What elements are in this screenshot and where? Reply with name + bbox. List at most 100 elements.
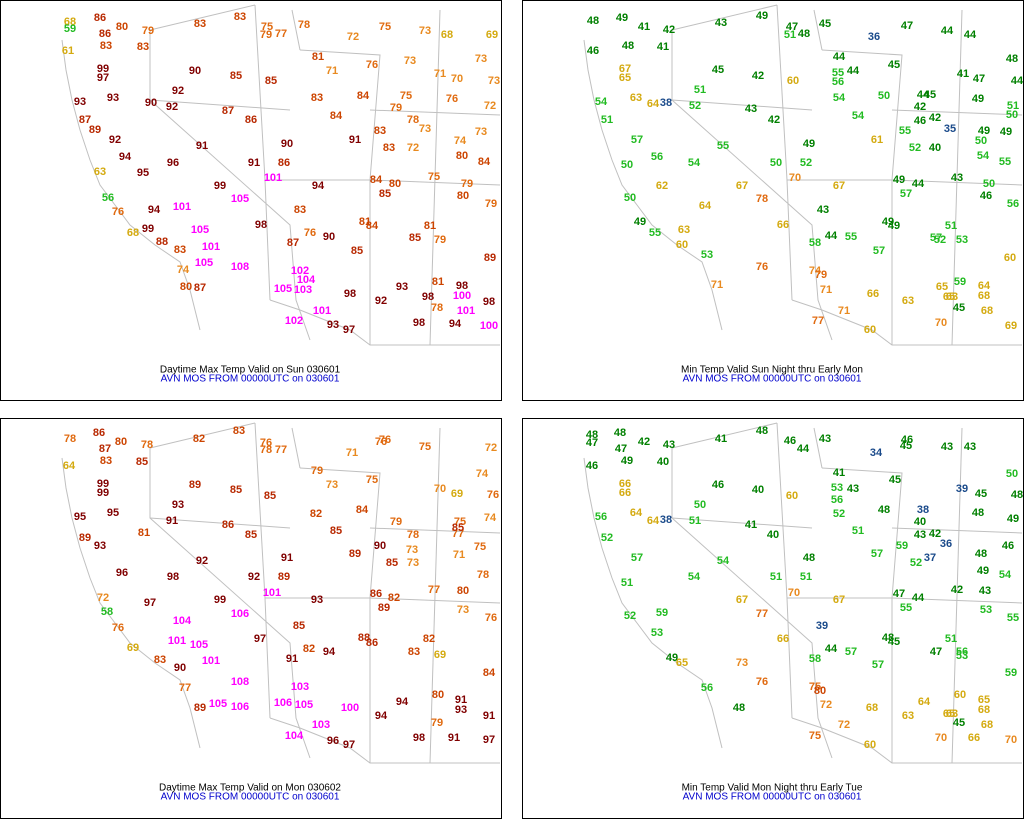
station-value: 84 [330,110,343,122]
map-title: Daytime Max Temp Valid on Mon 030602 [159,783,341,794]
station-value: 80 [116,21,128,33]
station-value: 48 [756,425,768,437]
station-value: 93 [74,96,86,108]
station-value: 64 [647,98,660,110]
station-value: 80 [115,436,127,448]
station-value: 68 [978,290,990,302]
station-value: 100 [480,320,498,332]
station-value: 41 [833,467,845,479]
station-value: 50 [624,192,636,204]
station-value: 78 [298,19,310,31]
station-value: 77 [756,608,768,620]
station-value: 72 [347,31,359,43]
station-value: 90 [323,231,335,243]
station-value: 48 [878,504,890,516]
station-value: 61 [62,45,74,57]
station-value: 98 [413,732,425,744]
station-value: 65 [936,281,948,293]
station-value: 49 [616,12,628,24]
station-value: 82 [310,508,322,520]
station-value: 94 [323,646,336,658]
station-value: 56 [1007,198,1019,210]
station-value: 50 [770,157,782,169]
station-value: 61 [871,134,883,146]
station-value: 85 [230,484,242,496]
station-value: 55 [832,67,844,79]
station-value: 83 [137,41,149,53]
station-value: 69 [486,29,498,41]
station-value: 52 [910,557,922,569]
station-value: 36 [940,538,952,550]
station-value: 71 [346,447,358,459]
state-border [299,49,381,181]
station-value: 100 [453,290,471,302]
station-value: 52 [909,142,921,154]
station-value: 39 [816,620,828,632]
station-value: 99 [97,478,109,490]
station-value: 76 [112,206,124,218]
station-value: 98 [344,288,356,300]
station-value: 73 [404,55,416,67]
station-value: 53 [831,482,843,494]
station-value: 51 [945,633,957,645]
station-value: 90 [189,65,201,77]
station-value: 83 [294,204,306,216]
station-value: 49 [634,216,646,228]
station-value: 101 [168,635,186,647]
station-value: 85 [293,620,305,632]
station-value: 46 [914,115,926,127]
station-value: 86 [222,519,234,531]
station-value: 59 [954,276,966,288]
state-border [813,9,823,51]
station-value: 99 [214,594,226,606]
station-value: 91 [286,653,298,665]
station-value: 64 [630,507,643,519]
station-value: 43 [914,529,926,541]
station-value: 73 [419,123,431,135]
state-border [891,109,1023,116]
station-value: 49 [882,216,894,228]
station-value: 40 [929,142,941,154]
state-border [671,448,833,759]
map-subtitle: AVN MOS FROM 00000UTC on 030601 [683,374,862,385]
station-value: 90 [374,540,386,552]
state-border [821,49,903,181]
station-value: 43 [847,483,859,495]
station-value: 75 [809,730,821,742]
station-value: 84 [366,220,379,232]
station-value: 57 [900,188,912,200]
station-value: 99 [214,180,226,192]
station-value: 70 [788,587,800,599]
station-value: 101 [264,172,282,184]
station-value: 102 [291,265,309,277]
station-value: 73 [419,25,431,37]
station-value: 94 [148,204,161,216]
station-value: 63 [946,291,958,303]
state-border [299,467,381,599]
station-value: 53 [956,234,968,246]
station-value: 54 [999,569,1012,581]
station-value: 66 [867,288,879,300]
station-value: 86 [94,12,106,24]
station-value: 77 [428,584,440,596]
station-value: 53 [651,627,663,639]
station-value: 71 [711,279,723,291]
station-value: 85 [264,490,276,502]
station-value: 75 [454,516,466,528]
station-value: 99 [97,63,109,75]
station-value: 78 [756,193,768,205]
station-value: 66 [968,732,980,744]
station-value: 78 [407,114,419,126]
station-value: 57 [871,548,883,560]
station-value: 101 [173,201,191,213]
station-value: 44 [797,443,810,455]
state-border [671,30,833,341]
station-value: 41 [638,21,650,33]
station-value: 71 [838,305,850,317]
station-value: 49 [978,125,990,137]
station-value: 58 [809,237,821,249]
station-value: 95 [107,507,119,519]
station-value: 106 [274,697,292,709]
station-value: 70 [434,483,446,495]
station-value: 80 [180,281,192,293]
